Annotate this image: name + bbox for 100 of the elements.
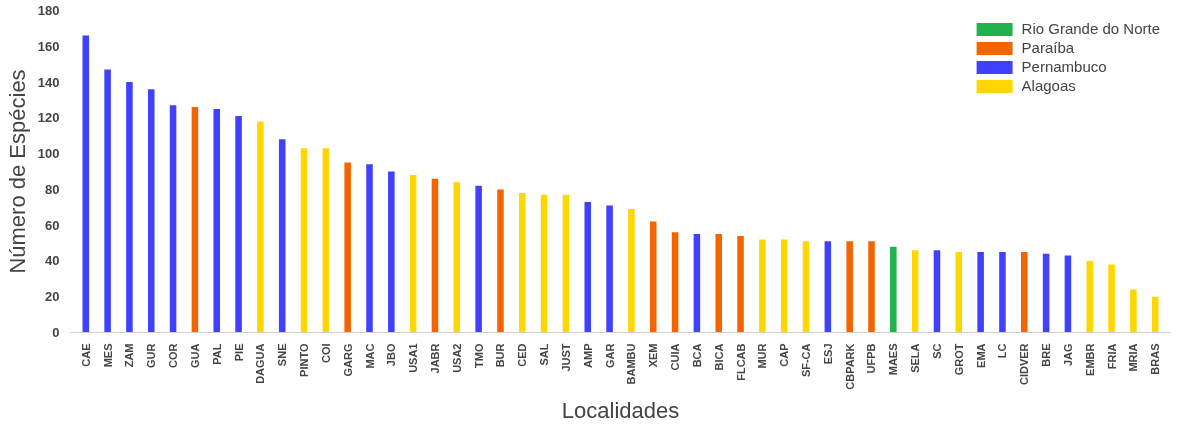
bar <box>366 164 373 333</box>
x-tick-label: CAP <box>778 343 791 367</box>
x-tick-label: PAL <box>210 343 223 365</box>
bar <box>278 139 286 333</box>
x-tick-label: BCA <box>690 343 703 368</box>
x-tick-label: COR <box>167 343 180 368</box>
bar <box>1108 264 1115 333</box>
x-tick-label: ZAM <box>123 343 136 368</box>
x-tick-label: ESJ <box>821 343 834 365</box>
x-tick-label: XEM <box>647 343 660 368</box>
x-axis-title: Localidades <box>561 397 680 423</box>
x-tick-label: BRAS <box>1149 343 1162 375</box>
bar <box>737 235 744 333</box>
bar <box>519 192 526 333</box>
x-tick-label: JUST <box>559 343 572 372</box>
bar <box>1151 296 1159 333</box>
x-tick-label: AMP <box>581 343 594 368</box>
x-tick-label: CUIA <box>669 343 682 371</box>
bar <box>933 250 941 333</box>
bar <box>824 241 832 333</box>
x-tick-label: GUR <box>145 343 158 368</box>
x-tick-label: FLCAB <box>734 343 747 381</box>
x-tick-label: GUA <box>188 343 201 368</box>
bar <box>169 105 177 333</box>
bar <box>802 241 810 333</box>
x-tick-label: SNE <box>276 343 289 367</box>
bar <box>497 189 504 333</box>
bar <box>606 205 613 333</box>
x-tick-label: CAE <box>79 343 92 367</box>
bar <box>1021 252 1028 333</box>
x-tick-label: MAES <box>887 343 900 376</box>
bar <box>562 194 570 333</box>
bar <box>649 221 657 333</box>
bar <box>431 178 439 333</box>
x-tick-label: BAMBU <box>625 343 638 385</box>
bar <box>584 201 592 333</box>
bar <box>868 241 875 333</box>
bar <box>409 175 417 333</box>
x-tick-label: PIE <box>232 343 245 362</box>
bar <box>1130 289 1137 333</box>
x-tick-label: EMBR <box>1083 343 1096 376</box>
y-axis-title: Número de Espécies <box>4 69 30 274</box>
x-tick-label: FRIA <box>1105 343 1118 370</box>
x-tick-label: LC <box>996 343 1009 359</box>
bar <box>846 241 853 333</box>
legend-label: Pernambuco <box>1021 58 1107 75</box>
x-tick-label: CIDVER <box>1018 343 1031 386</box>
bar <box>126 82 133 333</box>
y-tick-label: 20 <box>45 289 60 305</box>
y-tick-label: 80 <box>45 181 60 197</box>
y-tick-label: 40 <box>45 253 60 269</box>
x-tick-label: GAR <box>603 343 616 368</box>
bar <box>780 239 788 333</box>
bar <box>911 250 919 333</box>
bar <box>540 194 548 333</box>
bar <box>977 252 984 333</box>
y-tick-label: 100 <box>37 146 60 162</box>
y-tick-label: 140 <box>37 74 60 90</box>
y-tick-label: 180 <box>37 3 60 18</box>
bar <box>1064 255 1072 333</box>
y-tick-label: 0 <box>52 325 60 340</box>
x-tick-label: COI <box>319 343 332 364</box>
x-tick-label: JBO <box>385 343 398 367</box>
x-tick-label: CED <box>516 343 529 367</box>
bar <box>104 69 111 333</box>
x-tick-label: SC <box>930 343 943 359</box>
bar <box>999 252 1006 333</box>
y-tick-label: 120 <box>37 110 60 126</box>
bar <box>344 162 351 333</box>
x-tick-label: MAC <box>363 343 376 369</box>
x-tick-label: DAGUA <box>254 343 267 384</box>
legend-label: Alagoas <box>1021 77 1076 94</box>
x-tick-label: JABR <box>428 343 441 374</box>
x-tick-label: GARG <box>341 343 354 377</box>
x-tick-label: CBPARK <box>843 343 856 390</box>
bar <box>453 182 461 333</box>
bar <box>191 107 199 333</box>
x-tick-label: GROT <box>952 343 965 376</box>
bar <box>147 89 155 333</box>
bar <box>322 148 330 333</box>
x-tick-label: JAG <box>1061 343 1074 367</box>
bar <box>388 171 395 333</box>
bar <box>628 209 635 333</box>
bar <box>475 185 482 333</box>
legend-label: Rio Grande do Norte <box>1021 20 1160 37</box>
x-tick-label: BRE <box>1040 343 1053 367</box>
x-tick-label: MES <box>101 343 114 368</box>
bar <box>257 121 264 333</box>
x-tick-label: PINTO <box>298 343 311 377</box>
bar <box>759 239 766 333</box>
x-tick-label: BUR <box>494 343 507 368</box>
bar <box>213 108 220 333</box>
bar <box>1042 253 1050 333</box>
x-tick-label: USA1 <box>407 343 420 373</box>
bar <box>955 252 963 333</box>
x-tick-label: UFPB <box>865 343 878 374</box>
bar <box>1086 260 1094 333</box>
bar <box>693 234 701 333</box>
bar <box>235 116 242 333</box>
y-tick-label: 60 <box>45 217 60 233</box>
